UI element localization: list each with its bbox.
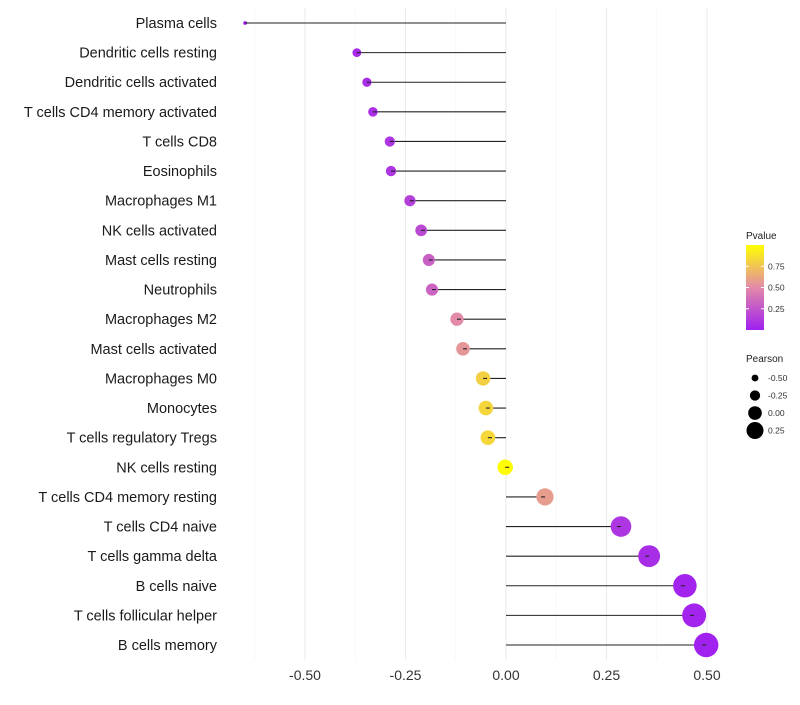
category-label: T cells CD4 memory resting [38, 490, 217, 506]
lollipop-point [610, 516, 632, 537]
colorbar [746, 245, 764, 330]
category-label: Dendritic cells resting [79, 46, 217, 62]
colorbar-tick-label: 0.50 [768, 283, 785, 293]
x-tick-label: 0.50 [693, 667, 720, 683]
category-label: B cells memory [118, 638, 218, 654]
size-legend-label: 0.25 [768, 426, 785, 436]
category-label: Plasma cells [136, 16, 217, 32]
category-label: Mast cells activated [90, 342, 217, 358]
size-legend-key [748, 406, 762, 420]
category-label: B cells naive [136, 579, 217, 595]
x-tick-label: 0.00 [492, 667, 519, 683]
category-label: T cells CD4 naive [104, 520, 217, 536]
category-label: NK cells resting [116, 460, 217, 476]
x-tick-label: -0.25 [390, 667, 422, 683]
size-legend-key [746, 422, 764, 439]
size-legend-key [749, 390, 761, 401]
category-label: T cells regulatory Tregs [67, 431, 217, 447]
x-tick-label: 0.25 [593, 667, 620, 683]
category-label: Macrophages M1 [105, 194, 217, 210]
lollipop-point [638, 545, 661, 568]
lollipop-point [415, 224, 428, 237]
category-label: Macrophages M2 [105, 312, 217, 328]
category-label: Mast cells resting [105, 253, 217, 269]
x-tick-label: -0.50 [289, 667, 321, 683]
category-label: NK cells activated [102, 223, 217, 239]
category-label: T cells CD8 [142, 134, 217, 150]
category-label: Neutrophils [144, 283, 217, 299]
colorbar-tick-label: 0.75 [768, 261, 785, 271]
category-label: Monocytes [147, 401, 217, 417]
category-label: T cells gamma delta [88, 549, 218, 565]
category-label: T cells follicular helper [74, 608, 217, 624]
colorbar-tick-label: 0.25 [768, 304, 785, 314]
size-legend-label: -0.25 [768, 391, 788, 401]
category-label: Dendritic cells activated [65, 75, 217, 91]
color-legend-title: Pvalue [746, 231, 777, 242]
category-label: Eosinophils [143, 164, 217, 180]
category-label: Macrophages M0 [105, 371, 217, 387]
size-legend-key [751, 374, 759, 382]
size-legend-label: -0.50 [768, 373, 788, 383]
size-legend-title: Pearson [746, 354, 783, 365]
category-label: T cells CD4 memory activated [24, 105, 217, 121]
size-legend-label: 0.00 [768, 408, 785, 418]
lollipop-point [352, 48, 362, 58]
